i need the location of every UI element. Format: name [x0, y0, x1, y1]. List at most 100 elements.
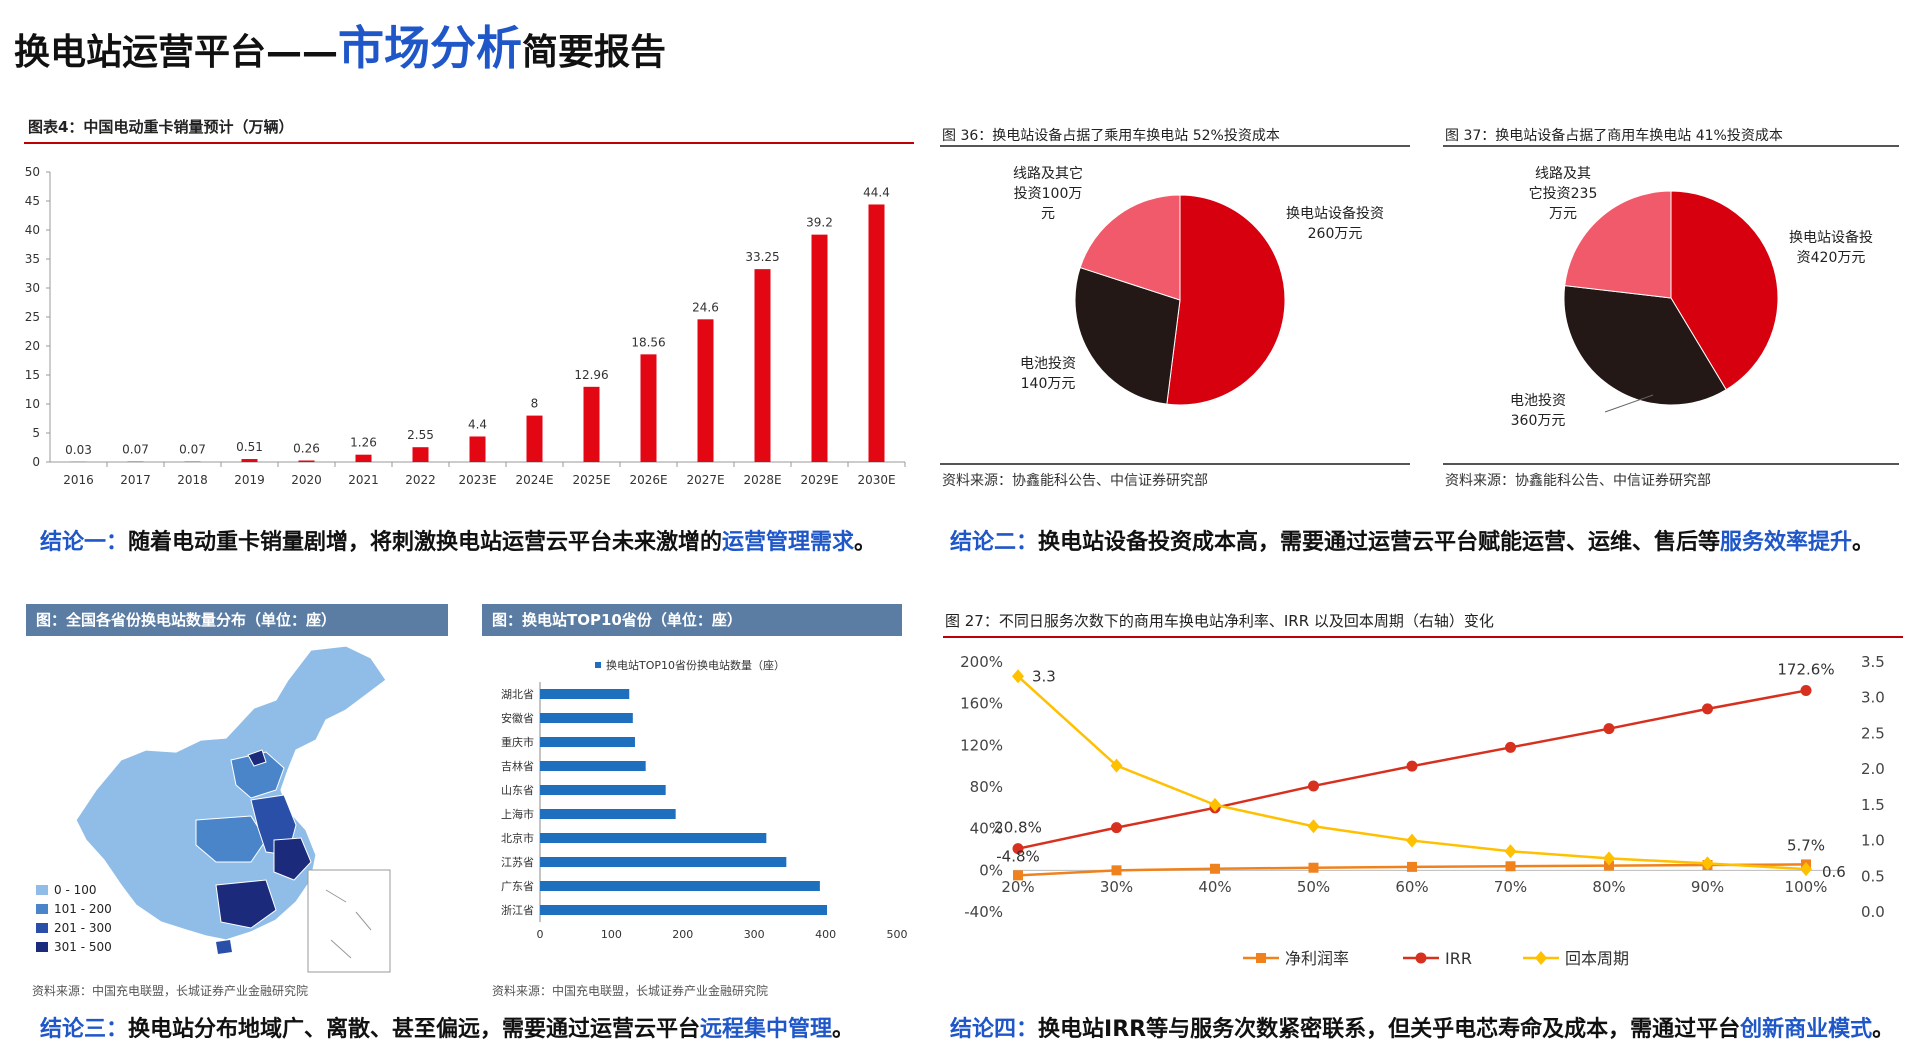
- bar-data-label: 1.26: [350, 436, 377, 450]
- bar-x-tick-label: 2024E: [515, 473, 553, 487]
- line-chart-title: 图 27：不同日服务次数下的商用车换电站净利率、IRR 以及回本周期（右轴）变化: [945, 610, 1494, 631]
- bar-y-tick-label: 30: [25, 281, 40, 295]
- pie36-source: 资料来源：协鑫能科公告、中信证券研究部: [942, 470, 1208, 490]
- bar-x-tick-label: 2022: [405, 473, 436, 487]
- line-x-tick-label: 20%: [1001, 878, 1034, 896]
- bar-2022: [413, 447, 429, 462]
- pie-slice-label: 线路及其它投资100万元: [1013, 165, 1083, 222]
- pie-slice-label: 换电站设备投资420万元: [1789, 229, 1873, 266]
- hbar-吉林省: [540, 761, 646, 771]
- map-legend-item: 0 - 100: [36, 880, 112, 899]
- line-data-label: 0.6: [1822, 863, 1846, 881]
- line-x-tick-label: 80%: [1592, 878, 1625, 896]
- bar-y-tick-label: 20: [25, 339, 40, 353]
- bar-y-tick-label: 40: [25, 223, 40, 237]
- conclusion-1-tag: 结论一：: [40, 530, 128, 555]
- map-legend-item: 101 - 200: [36, 899, 112, 918]
- bar-data-label: 2.55: [407, 428, 434, 442]
- hbar-浙江省: [540, 905, 827, 915]
- bar-data-label: 8: [531, 397, 539, 411]
- bar-2026E: [641, 354, 657, 462]
- irr-line-chart: -40%0%40%80%120%160%200%0.00.51.01.52.02…: [943, 640, 1903, 985]
- line-y-left-tick-label: 160%: [960, 695, 1003, 713]
- line-y-right-tick-label: 3.5: [1861, 653, 1885, 671]
- pie36-title: 图 36：换电站设备占据了乘用车换电站 52%投资成本: [942, 125, 1280, 145]
- bar-y-tick-label: 25: [25, 310, 40, 324]
- hbar-x-tick-label: 500: [887, 928, 908, 941]
- bar-y-tick-label: 50: [25, 165, 40, 179]
- line-y-right-tick-label: 1.0: [1861, 832, 1885, 850]
- map-legend-label: 0 - 100: [54, 883, 97, 897]
- hbar-安徽省: [540, 713, 633, 723]
- line-legend-marker: [1256, 953, 1266, 963]
- pie-slice: [1565, 191, 1671, 298]
- bar-chart-title: 图表4：中国电动重卡销量预计（万辆）: [28, 116, 293, 137]
- map-region-hainan: [216, 940, 232, 954]
- bar-2019: [242, 459, 258, 462]
- conclusion-4-highlight: 创新商业模式: [1740, 1017, 1872, 1042]
- bar-x-tick-label: 2027E: [686, 473, 724, 487]
- line-x-tick-label: 70%: [1494, 878, 1527, 896]
- bar-y-tick-label: 45: [25, 194, 40, 208]
- bar-2030E: [869, 204, 885, 462]
- bar-data-label: 0.07: [122, 443, 149, 457]
- line-y-left-tick-label: -40%: [964, 903, 1003, 921]
- hbar-x-tick-label: 400: [815, 928, 836, 941]
- conclusion-2-text: 换电站设备投资成本高，需要通过运营云平台赋能运营、运维、售后等: [1038, 530, 1720, 555]
- hbar-legend-label: 换电站TOP10省份换电站数量（座）: [606, 658, 785, 672]
- line-data-label: 3.3: [1032, 667, 1056, 685]
- conclusion-4: 结论四：换电站IRR等与服务次数紧密联系，但关乎电芯寿命及成本，需通过平台创新商…: [950, 1011, 1894, 1043]
- line-x-tick-label: 30%: [1100, 878, 1133, 896]
- pie36-source-rule: [940, 463, 1410, 465]
- line-point-IRR: [1801, 685, 1812, 696]
- line-x-tick-label: 100%: [1785, 878, 1828, 896]
- bar-y-tick-label: 5: [32, 426, 40, 440]
- hbar-x-tick-label: 0: [537, 928, 544, 941]
- conclusion-3: 结论三：换电站分布地域广、离散、甚至偏远，需要通过运营云平台远程集中管理。: [40, 1011, 854, 1043]
- bar-x-tick-label: 2029E: [800, 473, 838, 487]
- line-data-label: 172.6%: [1777, 661, 1834, 679]
- conclusion-4-tag: 结论四：: [950, 1017, 1038, 1042]
- bar-data-label: 24.6: [692, 300, 719, 314]
- bar-data-label: 33.25: [745, 250, 779, 264]
- line-x-tick-label: 90%: [1691, 878, 1724, 896]
- pie-leader-line: [1605, 395, 1653, 412]
- pie-slice: [1167, 195, 1285, 405]
- map-legend-swatch: [36, 885, 48, 895]
- map-legend-label: 301 - 500: [54, 940, 112, 954]
- bar-data-label: 18.56: [631, 335, 665, 349]
- hbar-重庆市: [540, 737, 635, 747]
- bar-2020: [299, 460, 315, 462]
- line-y-right-tick-label: 3.0: [1861, 689, 1885, 707]
- line-data-label: -4.8%: [996, 847, 1040, 865]
- conclusion-1-highlight: 运营管理需求: [722, 530, 854, 555]
- bar-y-tick-label: 35: [25, 252, 40, 266]
- map-title: 图：全国各省份换电站数量分布（单位：座）: [26, 604, 448, 636]
- line-data-label: 5.7%: [1787, 836, 1825, 854]
- hbar-山东省: [540, 785, 666, 795]
- hbar-x-tick-label: 200: [672, 928, 693, 941]
- line-x-tick-label: 50%: [1297, 878, 1330, 896]
- conclusion-3-highlight: 远程集中管理: [700, 1017, 832, 1042]
- hbar-category-label: 浙江省: [501, 904, 534, 917]
- bar-y-tick-label: 0: [32, 455, 40, 469]
- bar-x-tick-label: 2028E: [743, 473, 781, 487]
- line-y-left-tick-label: 120%: [960, 736, 1003, 754]
- page-title-highlight: 市场分析: [338, 21, 522, 75]
- bar-x-tick-label: 2021: [348, 473, 379, 487]
- bar-2029E: [812, 235, 828, 462]
- hbar-category-label: 广东省: [501, 880, 534, 893]
- bar-data-label: 0.07: [179, 443, 206, 457]
- conclusion-2-end: 。: [1852, 530, 1874, 555]
- top10-source: 资料来源：中国充电联盟，长城证券产业金融研究院: [492, 982, 768, 999]
- hbar-legend-swatch: [595, 662, 601, 668]
- conclusion-1: 结论一：随着电动重卡销量剧增，将刺激换电站运营云平台未来激增的运营管理需求。: [40, 524, 876, 556]
- line-point-IRR: [1604, 723, 1615, 734]
- line-point-净利润率: [1506, 861, 1516, 871]
- page-title-suffix: 简要报告: [522, 32, 666, 73]
- map-source: 资料来源：中国充电联盟，长城证券产业金融研究院: [32, 982, 308, 999]
